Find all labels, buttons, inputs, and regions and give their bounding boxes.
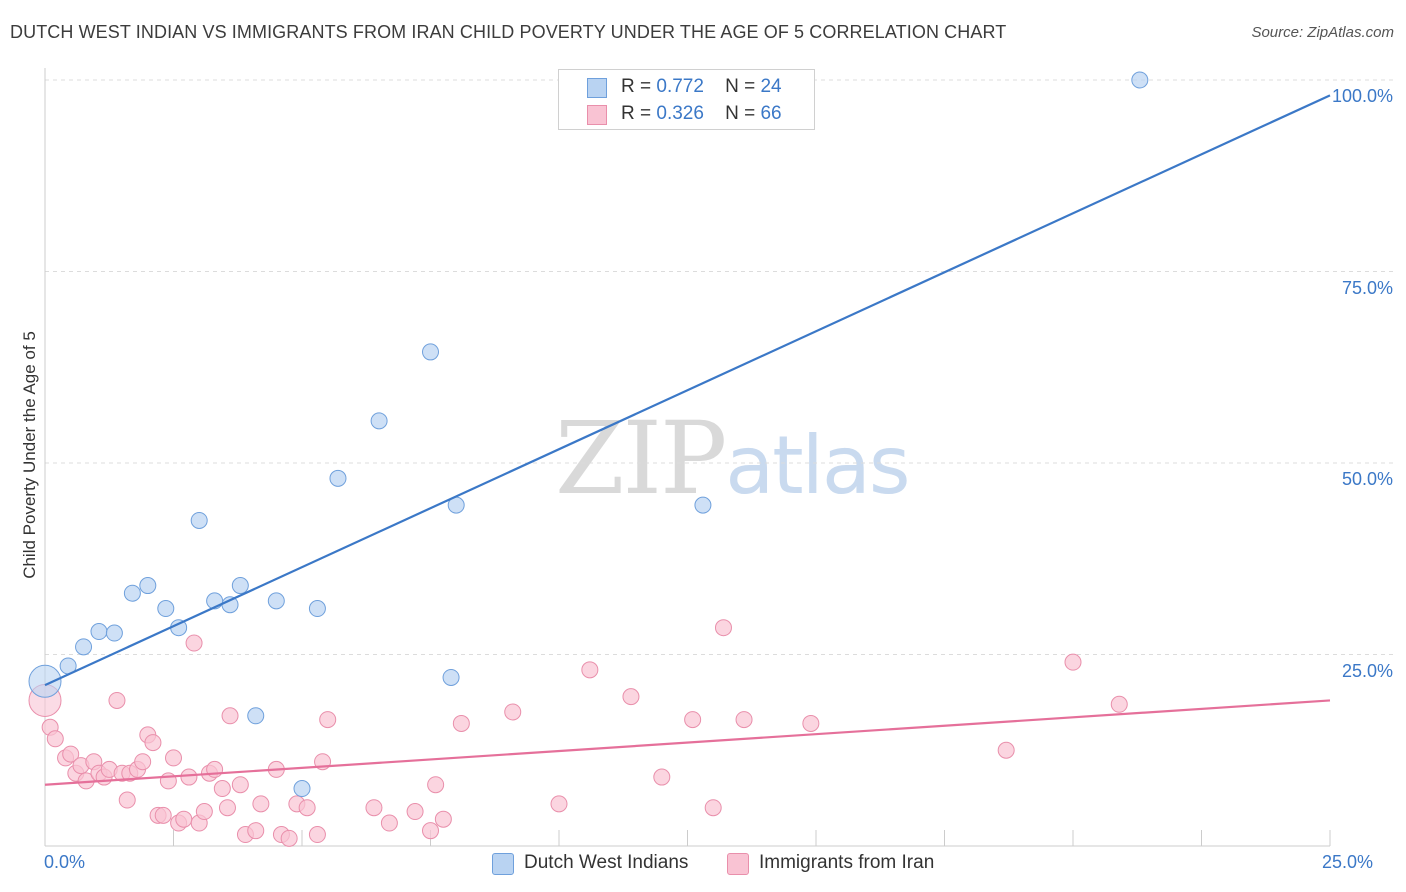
data-points <box>28 71 1149 847</box>
r-label: R = <box>621 76 652 97</box>
point-immigrants-from-iran <box>653 768 671 786</box>
x-tick-label-min: 0.0% <box>44 852 86 872</box>
point-immigrants-from-iran <box>504 703 522 721</box>
trend-line-immigrants-from-iran <box>44 699 1331 786</box>
point-immigrants-from-iran <box>298 799 316 817</box>
zipatlas-watermark: ZIPatlas <box>555 400 911 517</box>
point-immigrants-from-iran <box>308 826 326 844</box>
point-immigrants-from-iran <box>195 803 213 821</box>
point-immigrants-from-iran <box>365 799 383 817</box>
point-immigrants-from-iran <box>231 776 249 794</box>
legend-label: Dutch West Indians <box>524 852 689 873</box>
point-dutch-west-indians <box>442 668 460 686</box>
x-tick-label-max: 25.0% <box>1322 852 1374 872</box>
point-immigrants-from-iran <box>180 768 198 786</box>
n-label: N = <box>725 103 756 124</box>
trend-line-dutch-west-indians <box>44 94 1331 687</box>
trend-lines <box>44 94 1331 786</box>
y-tick-label: 50.0% <box>1341 469 1393 489</box>
point-dutch-west-indians <box>370 412 388 430</box>
point-immigrants-from-iran <box>154 806 172 824</box>
r-value: 0.326 <box>656 103 704 124</box>
point-immigrants-from-iran <box>118 791 136 809</box>
point-immigrants-from-iran <box>1064 653 1082 671</box>
point-dutch-west-indians <box>90 623 108 641</box>
point-immigrants-from-iran <box>46 730 64 748</box>
point-immigrants-from-iran <box>380 814 398 832</box>
n-value: 66 <box>760 103 782 124</box>
point-dutch-west-indians <box>75 638 93 656</box>
point-immigrants-from-iran <box>581 661 599 679</box>
point-immigrants-from-iran <box>218 799 236 817</box>
legend-swatch-pink <box>727 853 749 875</box>
point-immigrants-from-iran <box>247 822 265 840</box>
point-immigrants-from-iran <box>452 714 470 732</box>
point-immigrants-from-iran <box>434 810 452 828</box>
point-immigrants-from-iran <box>422 822 439 840</box>
point-immigrants-from-iran <box>213 780 231 798</box>
legend-text: R = 0.772 N = 24 <box>621 76 782 98</box>
n-label: N = <box>725 76 756 97</box>
point-dutch-west-indians <box>694 496 712 514</box>
watermark-zip: ZIP <box>555 400 727 517</box>
gridlines <box>45 79 1395 655</box>
legend-swatch-blue <box>492 853 514 875</box>
point-dutch-west-indians <box>267 592 285 610</box>
point-dutch-west-indians <box>139 577 157 595</box>
point-dutch-west-indians <box>308 600 326 618</box>
point-immigrants-from-iran <box>714 619 732 637</box>
y-tick-label: 100.0% <box>1331 86 1393 106</box>
legend-swatch-blue <box>587 78 607 98</box>
r-label: R = <box>621 103 652 124</box>
point-immigrants-from-iran <box>252 795 270 813</box>
legend-label: Immigrants from Iran <box>759 852 935 873</box>
point-dutch-west-indians <box>123 584 141 602</box>
point-immigrants-from-iran <box>406 803 424 821</box>
point-dutch-west-indians <box>105 624 123 642</box>
correlation-legend: R = 0.772 N = 24 R = 0.326 N = 66 <box>558 69 815 130</box>
y-tick-label: 25.0% <box>1341 660 1393 681</box>
point-immigrants-from-iran <box>735 711 753 729</box>
point-dutch-west-indians <box>231 577 249 595</box>
point-immigrants-from-iran <box>997 741 1015 759</box>
point-immigrants-from-iran <box>684 711 702 729</box>
point-immigrants-from-iran <box>427 776 445 794</box>
point-immigrants-from-iran <box>280 829 298 847</box>
point-immigrants-from-iran <box>319 711 337 729</box>
point-immigrants-from-iran <box>802 714 820 732</box>
legend-text: R = 0.326 N = 66 <box>621 103 782 125</box>
point-dutch-west-indians <box>190 511 208 529</box>
point-immigrants-from-iran <box>221 707 239 725</box>
point-immigrants-from-iran <box>622 688 640 706</box>
n-value: 24 <box>760 76 782 97</box>
point-immigrants-from-iran <box>134 753 152 771</box>
y-tick-label: 75.0% <box>1341 277 1393 298</box>
point-dutch-west-indians <box>1131 71 1149 89</box>
point-dutch-west-indians <box>293 780 311 798</box>
point-immigrants-from-iran <box>1110 695 1128 713</box>
point-immigrants-from-iran <box>550 795 568 813</box>
point-immigrants-from-iran <box>185 634 203 652</box>
r-value: 0.772 <box>656 76 704 97</box>
point-immigrants-from-iran <box>175 810 193 828</box>
point-immigrants-from-iran <box>144 734 162 752</box>
point-immigrants-from-iran <box>165 749 182 767</box>
point-dutch-west-indians <box>422 343 439 361</box>
source-label: Source: ZipAtlas.com <box>1251 24 1394 41</box>
legend-swatch-pink <box>587 105 607 125</box>
point-dutch-west-indians <box>28 664 62 698</box>
point-immigrants-from-iran <box>704 799 722 817</box>
point-dutch-west-indians <box>329 469 347 487</box>
chart-title: DUTCH WEST INDIAN VS IMMIGRANTS FROM IRA… <box>10 22 1007 42</box>
point-dutch-west-indians <box>157 600 175 618</box>
watermark-atlas: atlas <box>725 419 910 512</box>
point-dutch-west-indians <box>247 707 265 725</box>
point-immigrants-from-iran <box>62 745 80 763</box>
point-immigrants-from-iran <box>108 691 126 709</box>
